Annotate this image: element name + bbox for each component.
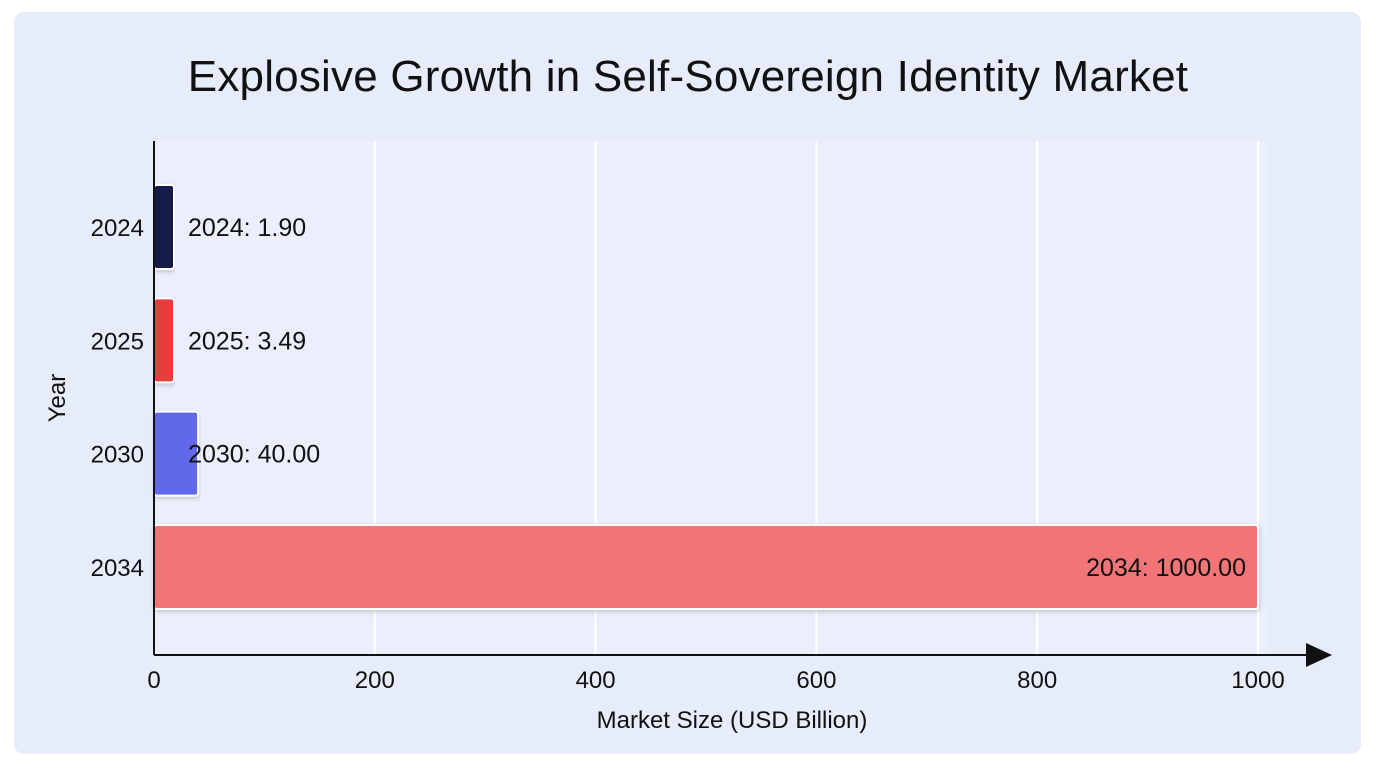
x-tick-label: 600 (796, 667, 836, 694)
y-tick-label: 2024 (91, 215, 144, 242)
data-label: 2034: 1000.00 (1086, 554, 1246, 582)
y-axis-label: Year (44, 374, 71, 423)
x-tick-label: 0 (147, 667, 160, 694)
data-label: 2025: 3.49 (188, 327, 306, 355)
y-tick-label: 2034 (91, 555, 144, 582)
bar-2024 (153, 184, 175, 270)
x-tick-label: 200 (355, 667, 395, 694)
bar-2025 (153, 297, 175, 384)
y-tick-label: 2025 (91, 328, 144, 355)
x-axis-label: Market Size (USD Billion) (597, 707, 868, 734)
x-tick-label: 400 (576, 667, 616, 694)
data-label: 2024: 1.90 (188, 214, 306, 242)
chart-title: Explosive Growth in Self-Sovereign Ident… (187, 52, 1189, 101)
x-tick-label: 800 (1017, 667, 1057, 694)
y-tick-label: 2030 (91, 442, 144, 469)
data-label: 2030: 40.00 (188, 441, 320, 469)
x-axis-arrow (1306, 643, 1332, 667)
x-tick-label: 1000 (1231, 667, 1284, 694)
